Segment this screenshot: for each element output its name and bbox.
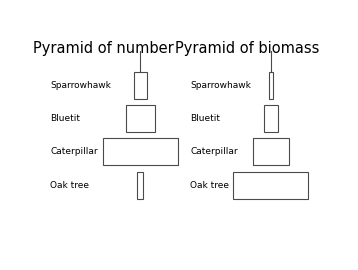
Bar xyxy=(253,139,289,166)
Text: Bluetit: Bluetit xyxy=(50,114,80,123)
Bar xyxy=(264,105,277,132)
Bar xyxy=(269,72,273,99)
Text: Caterpillar: Caterpillar xyxy=(190,147,238,156)
Text: Pyramid of biomass: Pyramid of biomass xyxy=(175,41,319,56)
Bar xyxy=(134,72,147,99)
Bar xyxy=(126,105,155,132)
Bar xyxy=(137,172,144,199)
Text: Sparrowhawk: Sparrowhawk xyxy=(190,81,251,90)
Text: Sparrowhawk: Sparrowhawk xyxy=(50,81,111,90)
Text: Pyramid of number: Pyramid of number xyxy=(33,41,173,56)
Text: Oak tree: Oak tree xyxy=(190,181,229,190)
Text: Oak tree: Oak tree xyxy=(50,181,89,190)
Bar xyxy=(103,139,178,166)
Text: Bluetit: Bluetit xyxy=(190,114,221,123)
Bar xyxy=(233,172,308,199)
Text: Caterpillar: Caterpillar xyxy=(50,147,98,156)
